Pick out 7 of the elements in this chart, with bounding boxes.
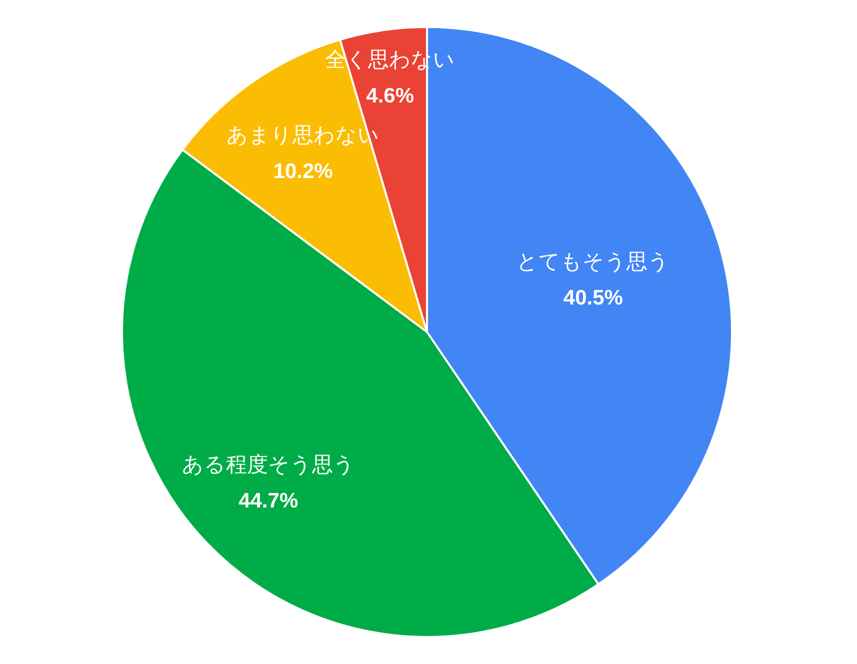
data-label: 4.6% [366,84,414,108]
slice-label: とてもそう思う [516,250,670,274]
data-label: 10.2% [273,160,334,184]
slice-label: あまり思わない [226,124,380,148]
data-label: 44.7% [238,490,298,513]
data-label: 40.5% [563,286,624,310]
slice-label: ある程度そう思う [182,454,355,477]
